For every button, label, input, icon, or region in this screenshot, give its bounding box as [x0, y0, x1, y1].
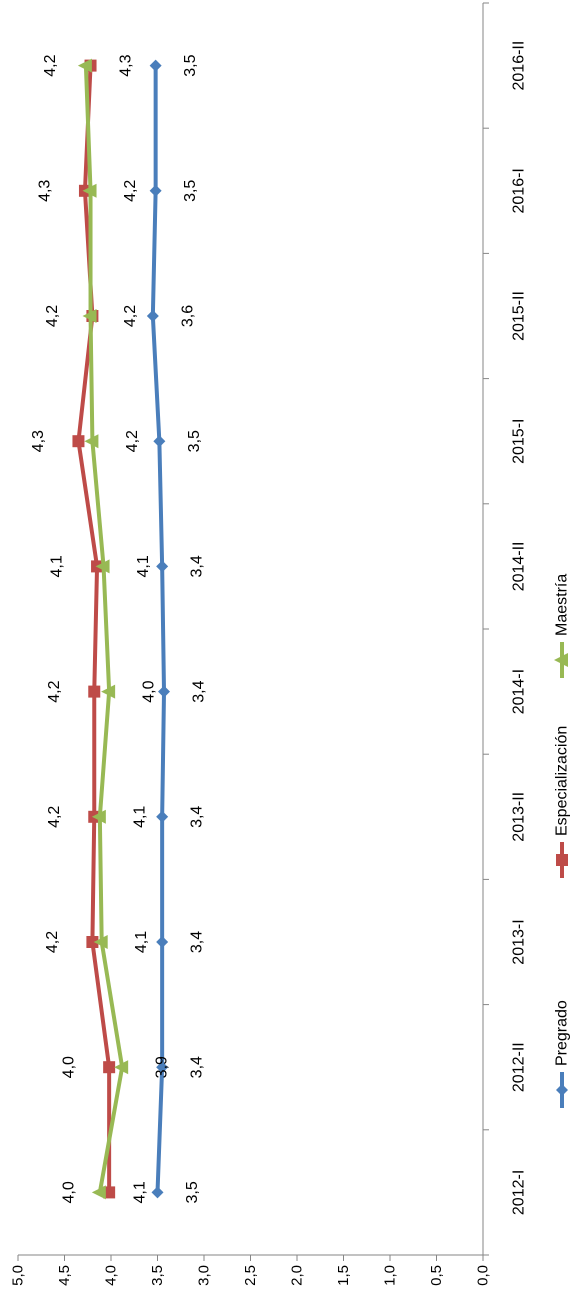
data-point — [82, 183, 97, 198]
data-label: 4,0 — [61, 1056, 78, 1078]
value-tick-label: 0,5 — [428, 1265, 445, 1286]
data-point — [149, 184, 162, 197]
data-point — [103, 1061, 116, 1074]
data-point — [149, 59, 162, 72]
data-point — [153, 435, 166, 448]
legend-label: Maestría — [554, 574, 571, 636]
category-label: 2013-II — [511, 792, 528, 842]
data-label: 4,1 — [135, 555, 152, 577]
data-point — [554, 653, 568, 667]
data-label: 3,4 — [189, 806, 206, 828]
data-point — [151, 1186, 164, 1199]
series-maestr-a — [77, 58, 129, 1200]
data-label: 4,2 — [122, 180, 139, 202]
category-label: 2014-I — [511, 669, 528, 714]
legend-item: Maestría — [554, 574, 571, 678]
legend: Pregrado Especialización Maestría — [554, 574, 571, 1108]
data-point — [158, 685, 171, 698]
legend-item: Especialización — [554, 726, 571, 878]
category-label: 2013-I — [511, 919, 528, 964]
data-point — [114, 1060, 129, 1075]
data-point — [556, 1084, 568, 1096]
data-point — [101, 684, 116, 699]
data-label: 4,2 — [42, 54, 59, 76]
data-label: 4,2 — [46, 680, 63, 702]
data-label: 3,6 — [179, 305, 196, 327]
data-label: 3,4 — [189, 555, 206, 577]
data-point — [93, 935, 108, 949]
data-label: 4,1 — [49, 555, 66, 577]
data-labels: 3,5 3,4 3,4 3,4 3,4 3,4 3,5 3,6 3,5 3,5 4,0 4,0 4,2 4… — [30, 54, 208, 1203]
data-label: 4,1 — [131, 806, 148, 828]
data-label: 4,2 — [46, 806, 63, 828]
data-label: 3,4 — [189, 1056, 206, 1078]
value-tick-label: 4,0 — [103, 1265, 120, 1286]
value-axis-ticks: 0,0 0,5 1,0 1,5 2,0 2,5 3,0 3,5 4,0 4,5 5,0 — [10, 1255, 492, 1286]
value-tick-label: 5,0 — [10, 1265, 27, 1286]
value-tick-label: 1,5 — [335, 1265, 352, 1286]
value-tick-label: 4,5 — [56, 1265, 73, 1286]
data-label: 4,3 — [117, 54, 134, 76]
series-especializaci-n — [72, 59, 116, 1199]
data-point — [156, 1061, 169, 1074]
value-tick-label: 1,0 — [382, 1265, 399, 1286]
value-tick-label: 3,0 — [196, 1265, 213, 1286]
data-label: 4,1 — [131, 1181, 148, 1203]
data-label: 3,4 — [189, 931, 206, 953]
data-label: 4,3 — [36, 180, 53, 202]
series-line — [83, 65, 125, 1193]
data-point — [88, 685, 101, 698]
data-label: 4,2 — [122, 305, 139, 327]
data-point — [95, 559, 110, 574]
data-point — [156, 936, 169, 948]
category-label: 2012-II — [511, 1042, 528, 1092]
data-point — [72, 435, 85, 448]
data-point — [84, 434, 99, 449]
data-label: 3,9 — [154, 1056, 171, 1078]
category-axis-labels: 2012-I 2012-II 2013-I 2013-II 2014-I 2014-II 2… — [483, 2, 528, 1256]
data-label: 3,4 — [191, 680, 208, 702]
data-label: 3,5 — [184, 1181, 201, 1203]
data-point — [86, 936, 99, 948]
data-point — [156, 560, 169, 573]
data-label: 4,3 — [30, 430, 47, 452]
value-tick-label: 2,5 — [242, 1265, 259, 1286]
category-label: 2014-II — [511, 541, 528, 591]
data-point — [103, 1186, 116, 1199]
legend-label: Pregrado — [554, 1000, 571, 1066]
data-label: 4,1 — [133, 931, 150, 953]
data-label: 4,2 — [44, 305, 61, 327]
data-point — [77, 58, 92, 73]
value-tick-label: 0,0 — [475, 1265, 492, 1286]
category-label: 2016-I — [511, 168, 528, 213]
data-point — [91, 809, 106, 824]
category-label: 2012-I — [511, 1170, 528, 1215]
category-label: 2015-II — [511, 291, 528, 341]
data-point — [156, 810, 169, 823]
data-point — [82, 309, 97, 323]
data-label: 3,5 — [186, 430, 203, 452]
legend-label: Especialización — [554, 726, 571, 836]
value-tick-label: 2,0 — [289, 1265, 306, 1286]
category-label: 2016-II — [511, 41, 528, 91]
data-label: 3,5 — [182, 180, 199, 202]
plot-area — [72, 58, 171, 1200]
series-pregrado — [146, 59, 171, 1199]
data-label: 3,5 — [182, 54, 199, 76]
data-point — [556, 854, 568, 866]
value-tick-label: 3,5 — [149, 1265, 166, 1286]
legend-item: Pregrado — [554, 1000, 571, 1108]
data-point — [91, 1185, 106, 1200]
category-label: 2015-I — [511, 419, 528, 464]
data-label: 4,2 — [44, 931, 61, 953]
data-label: 4,0 — [61, 1181, 78, 1203]
data-label: 4,0 — [141, 680, 158, 702]
data-point — [146, 310, 159, 322]
data-label: 4,2 — [124, 430, 141, 452]
series-line — [150, 65, 167, 1193]
